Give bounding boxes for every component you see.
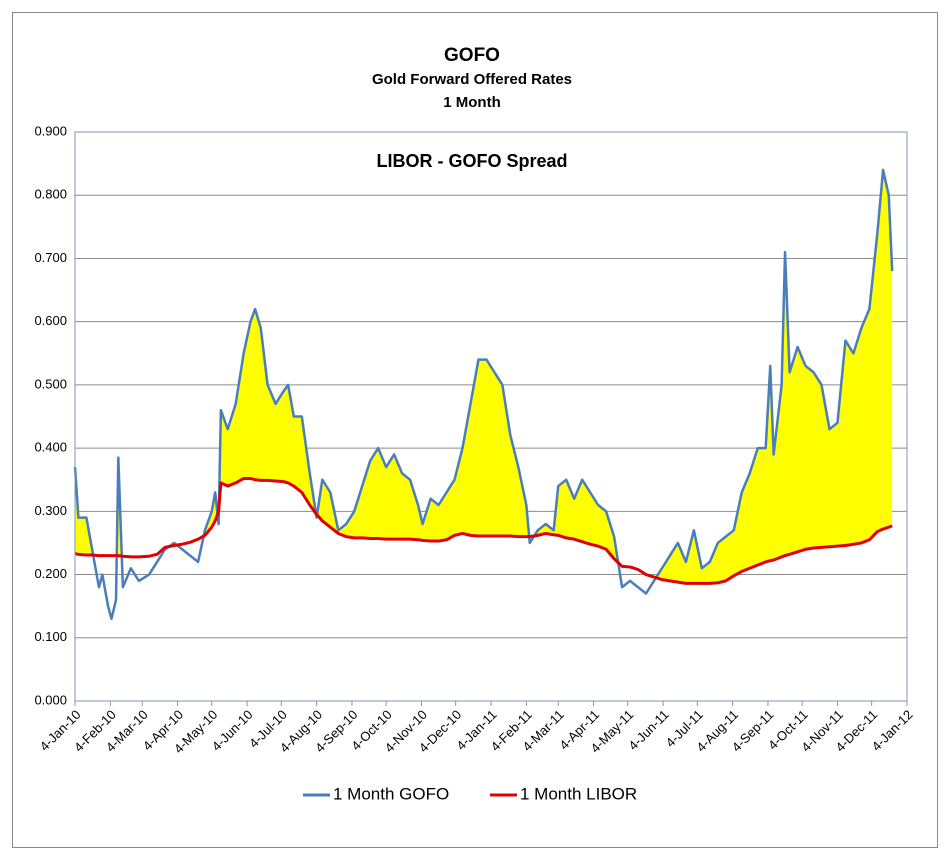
series-line (74, 476, 893, 585)
y-tick-label: 0.100 (34, 629, 67, 644)
y-tick-label: 0.900 (34, 123, 67, 138)
chart-subtitle: 1 Month (443, 94, 501, 111)
legend-label: 1 Month LIBOR (520, 784, 637, 803)
y-tick-label: 0.800 (34, 187, 67, 202)
series-line (73, 168, 894, 621)
y-tick-label: 0.200 (34, 566, 67, 581)
y-tick-label: 0.000 (34, 692, 67, 707)
y-tick-label: 0.300 (34, 503, 67, 518)
annotation: LIBOR - GOFO Spread (376, 151, 567, 171)
legend-label: 1 Month GOFO (333, 784, 449, 803)
plot-border (74, 131, 908, 702)
y-tick-label: 0.500 (34, 376, 67, 391)
plot: 0.000 0.100 0.200 0.300 0.400 0.500 0.600 0.700… (34, 123, 915, 803)
chart-title: GOFO (444, 45, 500, 66)
chart-subtitle: Gold Forward Offered Rates (372, 71, 572, 88)
y-tick-label: 0.600 (34, 313, 67, 328)
y-tick-label: 0.400 (34, 440, 67, 455)
y-tick-label: 0.700 (34, 250, 67, 265)
